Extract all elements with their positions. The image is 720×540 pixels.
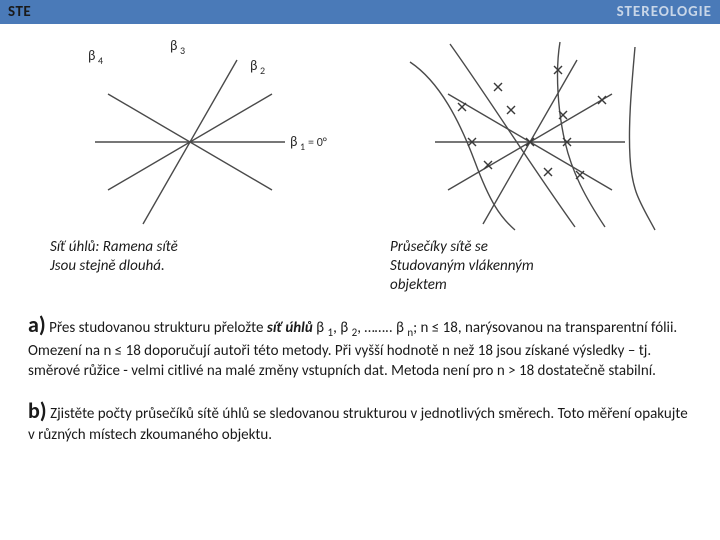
b-t1: Zjistěte počty průsečíků sítě úhlů se sl… <box>28 405 688 445</box>
a-t4: , …….. β <box>357 319 407 337</box>
header-left-label: STE <box>8 3 31 21</box>
diagram-intersections <box>380 32 680 232</box>
svg-text:= 0°: = 0° <box>308 136 327 150</box>
caption-left-line2: Jsou stejně dlouhá. <box>50 257 165 275</box>
paragraph-a: a) Přes studovanou strukturu přeložte sí… <box>28 310 692 381</box>
svg-text:4: 4 <box>98 54 103 67</box>
svg-text:β: β <box>250 57 257 74</box>
a-t3: , β <box>333 319 352 337</box>
section-a-letter: a) <box>28 311 46 338</box>
diagram-angle-net: β4 β3 β2 β1 = 0° <box>40 32 340 232</box>
svg-text:2: 2 <box>260 64 265 77</box>
caption-left: Síť úhlů: Ramena sítě Jsou stejně dlouhá… <box>40 238 340 294</box>
body-content: a) Přes studovanou strukturu přeložte sí… <box>0 304 720 445</box>
paragraph-b: b) Zjistěte počty průsečíků sítě úhlů se… <box>28 396 692 446</box>
header-bar: STE STEREOLOGIE <box>0 0 720 24</box>
caption-left-line1: Síť úhlů: Ramena sítě <box>50 238 178 256</box>
svg-text:β: β <box>170 37 177 54</box>
a-t2: β <box>313 319 328 337</box>
svg-text:1: 1 <box>300 140 305 153</box>
svg-text:3: 3 <box>180 44 185 57</box>
caption-right: Průsečíky sítě se Studovaným vlákenným o… <box>380 238 680 294</box>
a-t1: Přes studovanou strukturu přeložte <box>46 319 267 337</box>
diagram-row: β4 β3 β2 β1 = 0° <box>0 24 720 232</box>
caption-right-line1: Průsečíky sítě se <box>390 238 488 256</box>
section-b-letter: b) <box>28 397 47 424</box>
caption-right-line2: Studovaným vlákenným <box>390 257 534 275</box>
svg-text:β: β <box>88 47 95 64</box>
a-italic: síť úhlů <box>267 319 313 337</box>
svg-text:β: β <box>290 133 297 150</box>
caption-row: Síť úhlů: Ramena sítě Jsou stejně dlouhá… <box>0 232 720 304</box>
header-right-label: STEREOLOGIE <box>617 3 712 21</box>
caption-right-line3: objektem <box>390 276 447 294</box>
